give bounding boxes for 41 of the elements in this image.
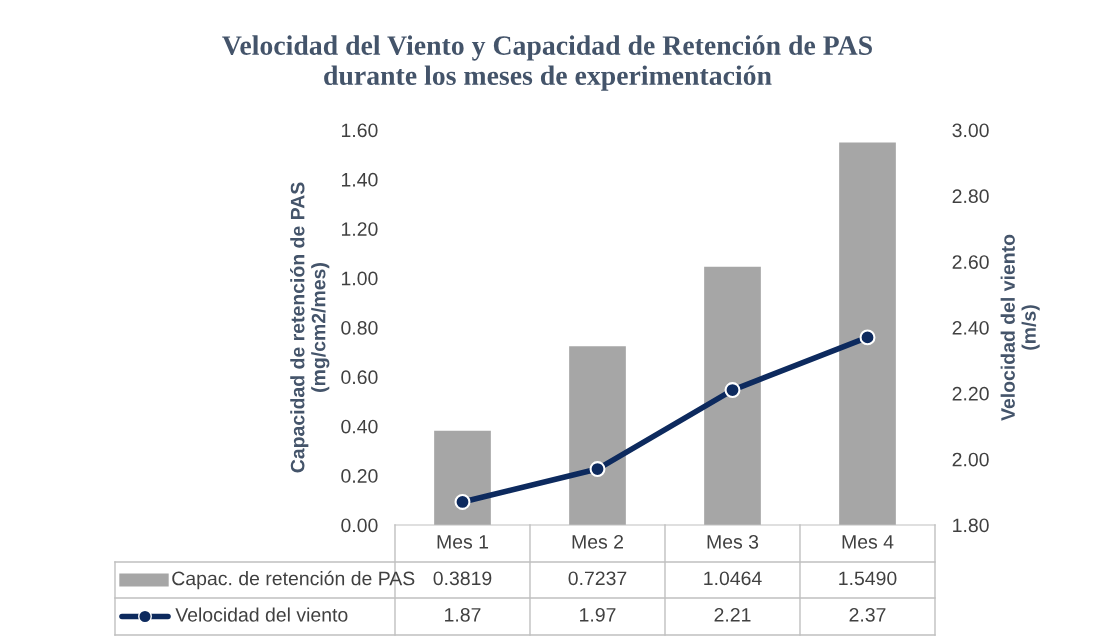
x-tick-label: Mes 2 <box>572 534 623 549</box>
y-tick-label: 1.40 <box>341 172 378 187</box>
bar <box>569 346 626 525</box>
data-label: 1.87 <box>445 607 481 622</box>
data-label: 0.7237 <box>568 571 627 586</box>
y-tick-label: 0.60 <box>341 370 378 385</box>
x-tick-label: Mes 4 <box>842 535 894 549</box>
data-label: 0.3819 <box>433 571 492 586</box>
x-tick-label: Mes 3 <box>707 534 759 549</box>
data-label: 1.97 <box>580 607 616 622</box>
y2-tick-label: 2.40 <box>952 320 989 335</box>
data-label: 2.37 <box>849 607 886 622</box>
bar <box>434 430 491 525</box>
y-tick-label: 0.40 <box>341 419 378 434</box>
point <box>724 382 741 399</box>
x-tick-label: Mes 1 <box>437 535 489 549</box>
y-tick-label: 1.00 <box>341 271 378 286</box>
legend-label: Velocidad del viento <box>175 607 348 622</box>
point <box>454 493 471 510</box>
bar <box>839 142 896 525</box>
point <box>859 329 876 346</box>
y2-tick-label: 1.80 <box>953 518 989 533</box>
y2-tick-label: 2.80 <box>952 189 989 204</box>
y-tick-label: 1.20 <box>341 222 378 236</box>
bar <box>704 266 761 525</box>
y-tick-label: 0.00 <box>341 518 378 533</box>
y-tick-label: 0.80 <box>341 320 378 335</box>
y2-tick-label: 2.60 <box>952 255 989 269</box>
point <box>589 461 606 478</box>
y2-tick-label: 3.00 <box>952 123 989 138</box>
y-tick-label: 0.20 <box>341 469 378 483</box>
legend-label: Capac. de retención de PAS <box>172 570 415 590</box>
y2-tick-label: 2.00 <box>952 452 989 467</box>
y2-tick-label: 2.20 <box>952 386 989 401</box>
data-label: 1.0464 <box>704 571 762 586</box>
data-label: 2.21 <box>714 607 751 622</box>
chart-title: Velocidad del Viento y Capacidad de Retención de PAS durante los meses de experimentación <box>222 35 872 91</box>
y-tick-label: 1.60 <box>341 123 378 138</box>
data-label: 1.5490 <box>839 571 897 586</box>
y2-axis-title: Velocidad del viento (m/s) <box>1000 234 1040 421</box>
y-axis-title: Capacidad de retención de PAS (mg/cm2/mes) <box>290 182 330 473</box>
